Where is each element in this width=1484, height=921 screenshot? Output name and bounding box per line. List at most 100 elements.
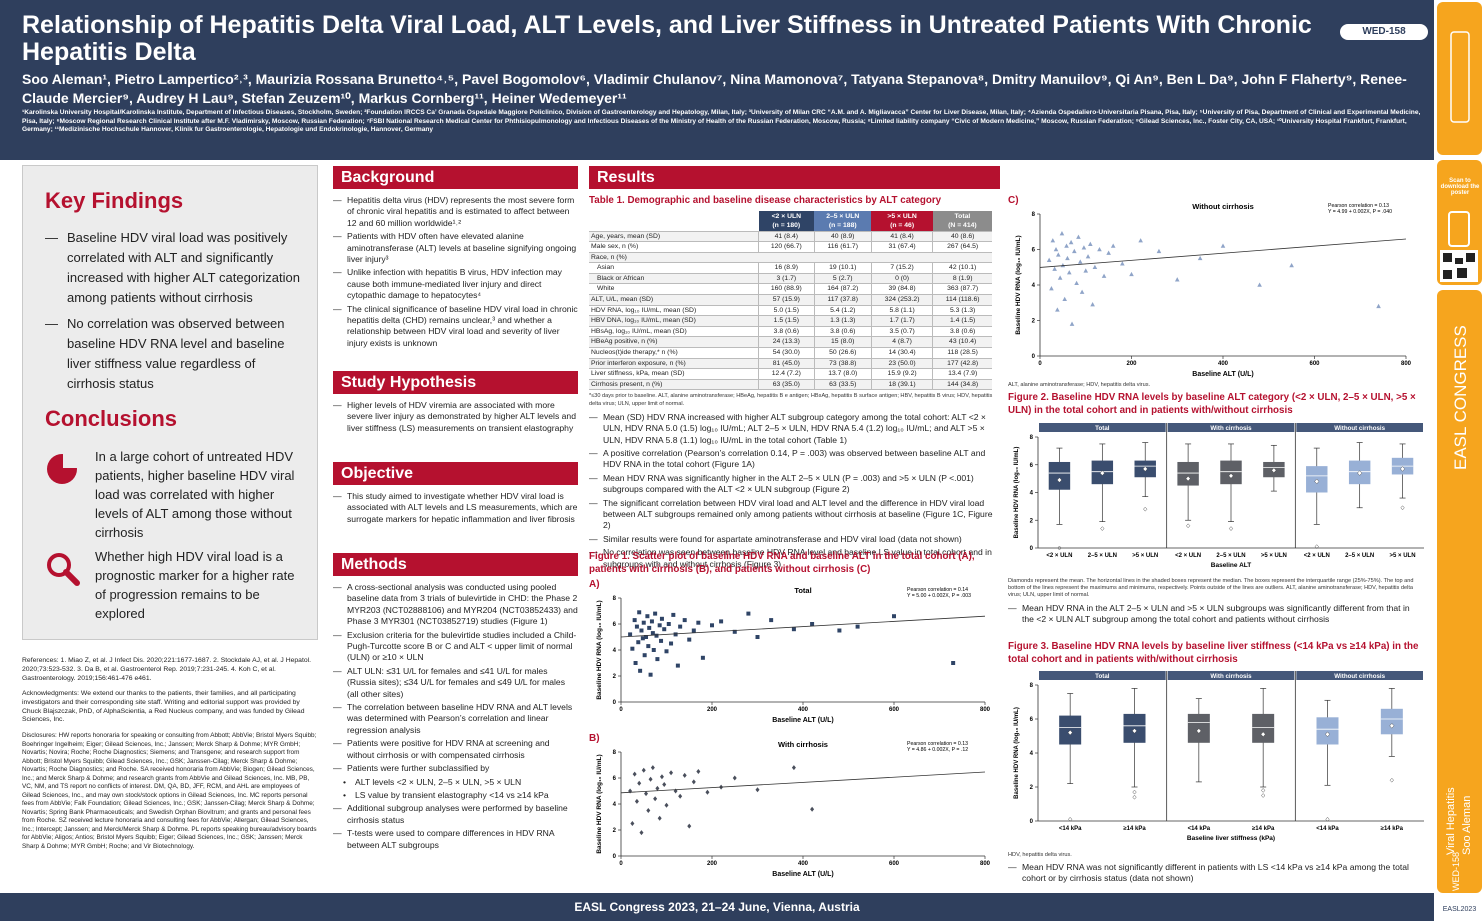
cell: 39 (84.8) bbox=[870, 283, 933, 296]
boxplot-3: 0 2 4 6 8 Total <14 kPa ≥14 kPa With cirrhosis <1… bbox=[1014, 671, 1424, 842]
y-tick-label: 6 bbox=[1030, 717, 1034, 723]
point bbox=[628, 632, 633, 637]
panel-header bbox=[1039, 671, 1166, 680]
point bbox=[644, 791, 649, 797]
point bbox=[1062, 296, 1068, 301]
bullet: Unlike infection with hepatitis B virus,… bbox=[333, 267, 578, 301]
point bbox=[892, 614, 896, 619]
y-tick-label: 6 bbox=[613, 776, 617, 782]
column-label: Total bbox=[954, 212, 971, 220]
point bbox=[1068, 239, 1074, 245]
section-heading: Objective bbox=[333, 462, 578, 485]
annotation: Y = 4.86 + 0.002X, P = .12 bbox=[907, 747, 968, 753]
cell: 14 (30.4) bbox=[870, 347, 933, 359]
header-cell: <2 × ULN (n = 180) bbox=[758, 210, 815, 232]
key-findings-box: Key Findings Baseline HDV viral load was… bbox=[22, 165, 318, 640]
side-tag: EASL2023 bbox=[1442, 906, 1477, 913]
row-label: Age, years, mean (SD) bbox=[589, 231, 759, 243]
bullet: Mean (SD) HDV RNA increased with higher … bbox=[589, 412, 1000, 446]
header-cell: >5 × ULN (n = 46) bbox=[871, 210, 933, 232]
poster-title: Relationship of Hepatitis Delta Viral Lo… bbox=[22, 11, 1312, 66]
column-n: (n = 188) bbox=[828, 221, 857, 229]
magnifier-icon bbox=[47, 553, 80, 586]
point bbox=[810, 806, 815, 812]
point bbox=[746, 611, 751, 616]
cell: 31 (67.4) bbox=[870, 241, 933, 253]
point bbox=[664, 649, 669, 654]
point bbox=[1376, 303, 1381, 309]
table-footnote: *≤30 days prior to baseline. ALT, alanin… bbox=[589, 393, 993, 407]
point bbox=[682, 772, 687, 778]
point bbox=[659, 616, 664, 621]
x-axis-label: Baseline ALT bbox=[1211, 562, 1251, 569]
point bbox=[662, 627, 667, 632]
point bbox=[675, 663, 680, 668]
mean bbox=[1132, 728, 1137, 734]
mean bbox=[1142, 466, 1148, 472]
point bbox=[1072, 248, 1077, 254]
fit-line bbox=[620, 771, 986, 794]
point bbox=[1059, 231, 1065, 236]
point bbox=[810, 622, 815, 626]
point bbox=[669, 641, 674, 646]
point bbox=[647, 625, 652, 630]
x-tick-label: 600 bbox=[889, 707, 900, 713]
box bbox=[1048, 461, 1071, 490]
category-label: >5 × ULN bbox=[1390, 553, 1416, 559]
panel-header bbox=[1296, 671, 1423, 680]
cell: 12.4 (7.2) bbox=[758, 368, 815, 380]
category-label: <2 × ULN bbox=[1175, 553, 1201, 559]
outlier bbox=[1400, 505, 1405, 511]
point bbox=[951, 661, 956, 665]
heading: Conclusions bbox=[45, 406, 178, 431]
y-tick-label: 0 bbox=[1030, 546, 1034, 552]
conclusion: In a large cohort of untreated HDV patie… bbox=[95, 449, 295, 540]
mean bbox=[1389, 723, 1395, 729]
point bbox=[653, 796, 658, 802]
x-axis-label: Baseline liver stiffness (kPa) bbox=[1187, 835, 1275, 842]
scatter-a: A) Total Pearson correlation = 0.14Y = 5.0… bbox=[589, 579, 991, 724]
bullet: Mean HDV RNA was not significantly diffe… bbox=[1008, 862, 1423, 885]
point bbox=[632, 771, 637, 777]
cell: 324 (253.2) bbox=[870, 294, 933, 306]
cell: 116 (61.7) bbox=[813, 241, 872, 253]
outlier bbox=[1132, 794, 1137, 800]
point bbox=[1057, 275, 1063, 280]
outlier bbox=[1314, 544, 1319, 549]
point bbox=[649, 619, 654, 624]
table-row: ALT, U/L, mean (SD) 57 (15.9) 117 (37.8) 32… bbox=[589, 294, 992, 306]
category-label: <14 kPa bbox=[1188, 826, 1211, 832]
bullet: T-tests were used to compare differences… bbox=[333, 828, 578, 851]
outlier bbox=[1057, 545, 1062, 551]
cell: 5.0 (1.5) bbox=[758, 305, 815, 317]
row-label: HDV RNA, log₁₀ IU/mL, mean (SD) bbox=[589, 305, 759, 317]
methods: A cross-sectional analysis was conducted… bbox=[333, 582, 578, 851]
box bbox=[1252, 713, 1275, 743]
point bbox=[637, 610, 642, 615]
point bbox=[837, 628, 842, 633]
pie-icon bbox=[47, 451, 81, 484]
mean bbox=[1357, 470, 1363, 476]
cell: 144 (34.8) bbox=[932, 379, 992, 391]
hypothesis: Higher levels of HDV viremia are associa… bbox=[333, 400, 578, 462]
y-axis-label: Baseline HDV RNA (log₁₀ IU/mL) bbox=[596, 600, 603, 699]
bullet: Similar results were found for aspartate… bbox=[589, 534, 1000, 546]
scan-text: Scan to download the poster bbox=[1440, 178, 1480, 196]
mean bbox=[1400, 466, 1406, 472]
cell: 5.4 (1.2) bbox=[813, 305, 872, 317]
x-tick-label: 0 bbox=[619, 707, 623, 713]
bullet: Patients were positive for HDV RNA at sc… bbox=[333, 738, 578, 761]
cell: 40 (8.6) bbox=[932, 231, 992, 243]
category-label: >5 × ULN bbox=[1132, 553, 1158, 559]
y-tick-label: 0 bbox=[613, 854, 617, 860]
point bbox=[634, 624, 639, 629]
point bbox=[646, 808, 651, 813]
point bbox=[1085, 254, 1091, 259]
mean bbox=[1056, 477, 1062, 483]
bullet: Patients with HDV often have elevated al… bbox=[333, 231, 578, 265]
cell: 1.3 (1.3) bbox=[813, 315, 872, 327]
row-label: Liver stiffness, kPa, mean (SD) bbox=[589, 368, 759, 380]
bullet: Additional subgroup analyses were perfor… bbox=[333, 803, 578, 826]
figure-title: Figure 2. Baseline HDV RNA levels by bas… bbox=[1008, 392, 1416, 416]
panel-title: With cirrhosis bbox=[1210, 673, 1252, 680]
